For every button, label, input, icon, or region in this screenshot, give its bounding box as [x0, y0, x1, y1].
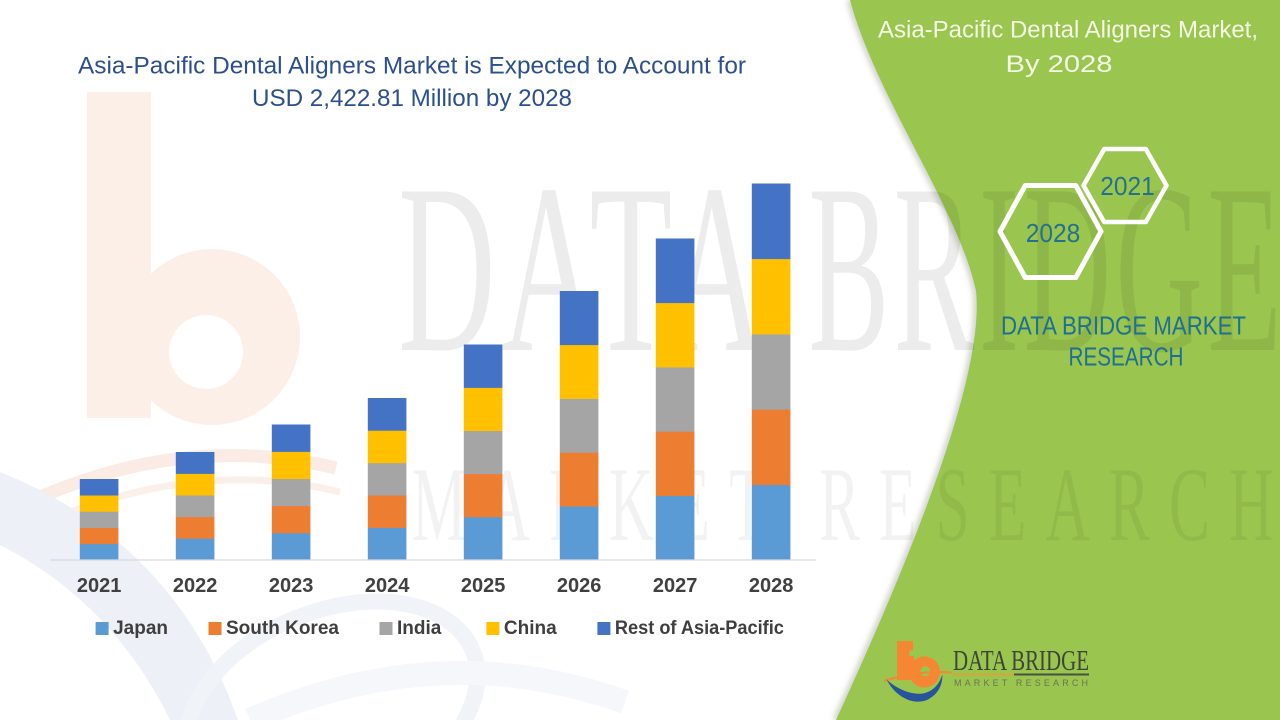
svg-text:Asia-Pacific Dental Aligners M: Asia-Pacific Dental Aligners Market,	[878, 17, 1258, 44]
svg-text:South Korea: South Korea	[226, 618, 339, 639]
svg-text:2021: 2021	[1100, 171, 1155, 201]
svg-text:BRIDGE: BRIDGE	[809, 136, 1280, 403]
svg-text:2028: 2028	[749, 575, 794, 597]
svg-text:India: India	[397, 618, 442, 639]
svg-text:2026: 2026	[557, 575, 602, 597]
svg-text:MARKET RESEARCH: MARKET RESEARCH	[412, 446, 1280, 563]
svg-text:China: China	[504, 618, 557, 639]
svg-text:Rest of Asia-Pacific: Rest of Asia-Pacific	[615, 618, 784, 639]
svg-text:2022: 2022	[173, 575, 218, 597]
svg-text:2028: 2028	[1026, 218, 1081, 248]
svg-text:By 2028: By 2028	[1006, 51, 1113, 78]
svg-text:2024: 2024	[365, 575, 410, 597]
svg-text:2023: 2023	[269, 575, 314, 597]
svg-text:Japan: Japan	[113, 618, 168, 639]
svg-text:DATA BRIDGE MARKET: DATA BRIDGE MARKET	[1001, 313, 1246, 341]
svg-text:Asia-Pacific Dental Aligners M: Asia-Pacific Dental Aligners Market is E…	[78, 53, 746, 80]
svg-text:2025: 2025	[461, 575, 506, 597]
svg-text:MARKET RESEARCH: MARKET RESEARCH	[954, 678, 1091, 688]
svg-text:DATA BRIDGE: DATA BRIDGE	[953, 646, 1089, 677]
svg-text:RESEARCH: RESEARCH	[1069, 344, 1184, 372]
svg-text:2027: 2027	[653, 575, 698, 597]
svg-text:USD 2,422.81 Million by 2028: USD 2,422.81 Million by 2028	[252, 85, 572, 112]
svg-text:2021: 2021	[77, 575, 122, 597]
